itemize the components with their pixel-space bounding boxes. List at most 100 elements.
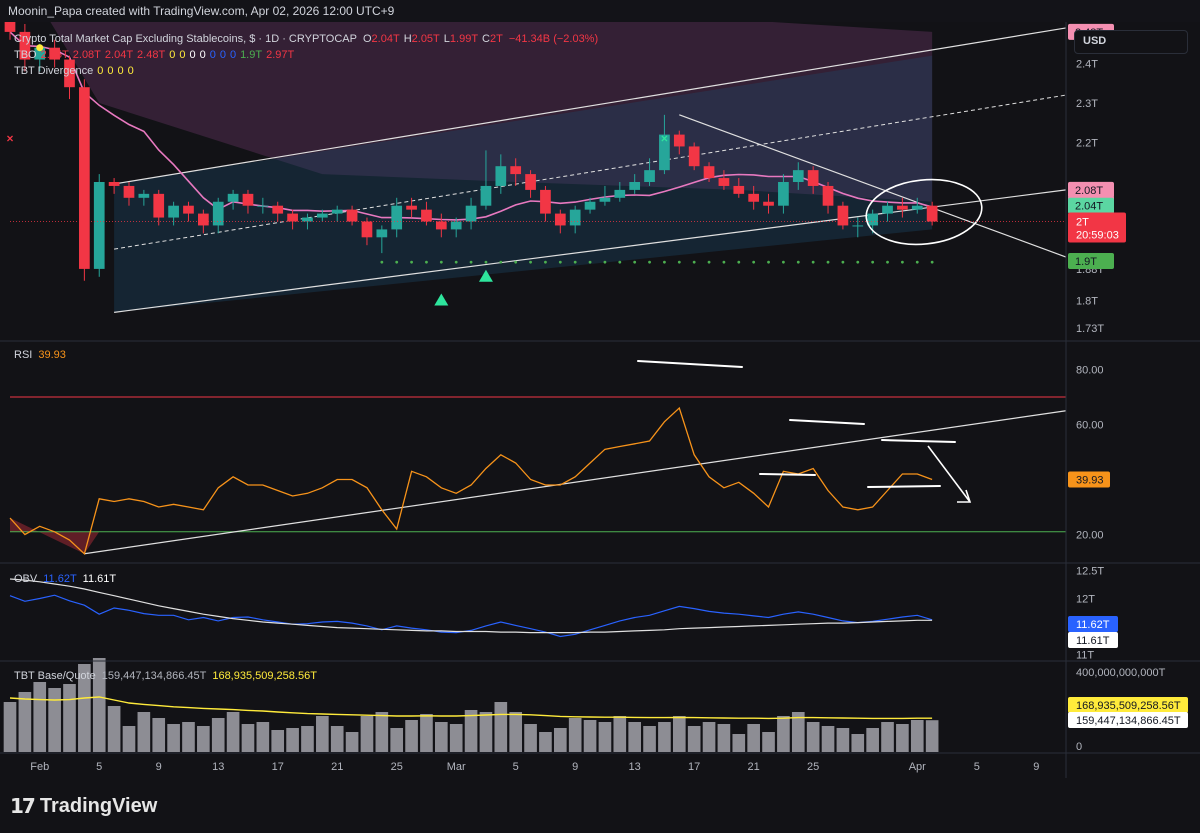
candle[interactable]	[807, 166, 819, 194]
candle[interactable]	[659, 114, 670, 175]
candle[interactable]	[510, 158, 522, 186]
candle[interactable]	[93, 174, 105, 277]
chart-canvas[interactable]: ×× 2.4T2.3T2.2T1.88T1.8T1.73T2.48T2.08T2…	[0, 22, 1200, 778]
time-axis-tick: 5	[974, 761, 980, 773]
candle[interactable]	[599, 185, 611, 206]
candle[interactable]	[64, 55, 75, 100]
candle[interactable]	[822, 182, 834, 214]
currency-button[interactable]: USD	[1074, 30, 1188, 54]
candle[interactable]	[19, 24, 31, 72]
candle[interactable]	[837, 201, 849, 230]
candle-body	[242, 193, 254, 206]
support-dot	[722, 260, 726, 264]
candle[interactable]	[465, 197, 477, 230]
price-axis-tick: 1.73T	[1076, 323, 1104, 335]
candle[interactable]	[272, 201, 284, 222]
base-quote-bar	[494, 702, 508, 752]
candle[interactable]	[911, 197, 923, 214]
candle[interactable]	[123, 182, 135, 206]
candle[interactable]	[346, 205, 358, 226]
candle[interactable]	[257, 197, 269, 214]
candle[interactable]	[897, 197, 908, 218]
candle[interactable]	[748, 185, 760, 210]
candle[interactable]	[554, 209, 566, 234]
candle[interactable]	[718, 170, 730, 190]
candle[interactable]	[688, 142, 700, 171]
base-quote-bar	[732, 734, 746, 752]
candle[interactable]	[673, 130, 685, 155]
obv-badge	[1068, 616, 1118, 632]
candle[interactable]	[4, 22, 16, 40]
candle[interactable]	[733, 178, 745, 198]
candle[interactable]	[540, 185, 551, 222]
base-quote-bar	[821, 726, 835, 752]
candle[interactable]	[153, 189, 165, 226]
currency-label: USD	[1083, 35, 1107, 47]
base-quote-bar	[717, 724, 731, 752]
candle[interactable]	[584, 197, 596, 214]
tbo-legend-part: 0	[189, 49, 195, 61]
obv-pane[interactable]	[9, 578, 933, 638]
candle[interactable]	[242, 189, 254, 214]
candle-body	[629, 182, 641, 190]
candle[interactable]	[391, 197, 403, 238]
candle[interactable]	[525, 170, 536, 198]
rsi-badge-label: 39.93	[1076, 475, 1104, 487]
price-axis-tick: 2.2T	[1076, 138, 1098, 150]
candle[interactable]	[138, 189, 150, 206]
candle[interactable]	[495, 154, 507, 194]
support-dot	[782, 260, 785, 264]
candle[interactable]	[316, 209, 328, 222]
candle[interactable]	[79, 79, 90, 281]
candle[interactable]	[212, 197, 224, 234]
rsi-pane[interactable]	[9, 360, 1067, 556]
candle[interactable]	[763, 193, 774, 214]
candle[interactable]	[480, 150, 492, 210]
candle[interactable]	[49, 39, 60, 68]
annotation-arrow-head-icon	[957, 489, 972, 503]
candle-body	[331, 209, 343, 214]
candle[interactable]	[331, 205, 343, 222]
candle[interactable]	[376, 225, 388, 254]
candle[interactable]	[882, 201, 893, 222]
candle[interactable]	[406, 197, 417, 218]
base-quote-pane[interactable]	[3, 658, 939, 752]
candle[interactable]	[926, 201, 938, 226]
chart-background	[0, 22, 1200, 778]
obv-badge-label: 11.62T	[1076, 619, 1110, 631]
base-quote-bar	[271, 730, 285, 752]
candle[interactable]	[197, 209, 209, 234]
candle[interactable]	[614, 182, 626, 202]
base-quote-bar	[806, 722, 820, 752]
candle[interactable]	[287, 209, 298, 230]
candle[interactable]	[644, 158, 655, 186]
base-quote-bar	[18, 692, 32, 752]
candle[interactable]	[867, 209, 879, 234]
candle[interactable]	[569, 205, 581, 234]
candle[interactable]	[629, 174, 641, 194]
tbo-legend-part: 0	[220, 49, 226, 61]
candle[interactable]	[361, 217, 373, 246]
base-quote-bar	[836, 728, 850, 752]
candle[interactable]	[703, 162, 715, 182]
time-axis-tick: 25	[391, 761, 403, 773]
buy-signal-triangle-icon	[434, 293, 449, 306]
price-pane[interactable]: ××	[4, 22, 1067, 313]
candle[interactable]	[450, 217, 462, 238]
base-quote-bar	[256, 722, 270, 752]
base-quote-bar	[241, 724, 255, 752]
candle[interactable]	[168, 201, 179, 226]
candle[interactable]	[435, 213, 447, 238]
candle[interactable]	[108, 178, 120, 194]
candle[interactable]	[183, 201, 194, 222]
rsi-legend-part: 39.93	[38, 349, 66, 361]
candle[interactable]	[778, 174, 789, 214]
candle-body	[882, 205, 893, 214]
bq-badge-label: 168,935,509,258.56T	[1076, 700, 1181, 712]
candle[interactable]	[227, 189, 239, 210]
candle[interactable]	[792, 162, 804, 190]
base-quote-bar	[672, 716, 686, 752]
tradingview-logo[interactable]: 17 TradingView	[10, 794, 157, 818]
candle[interactable]	[421, 201, 432, 226]
candle[interactable]	[852, 217, 864, 238]
